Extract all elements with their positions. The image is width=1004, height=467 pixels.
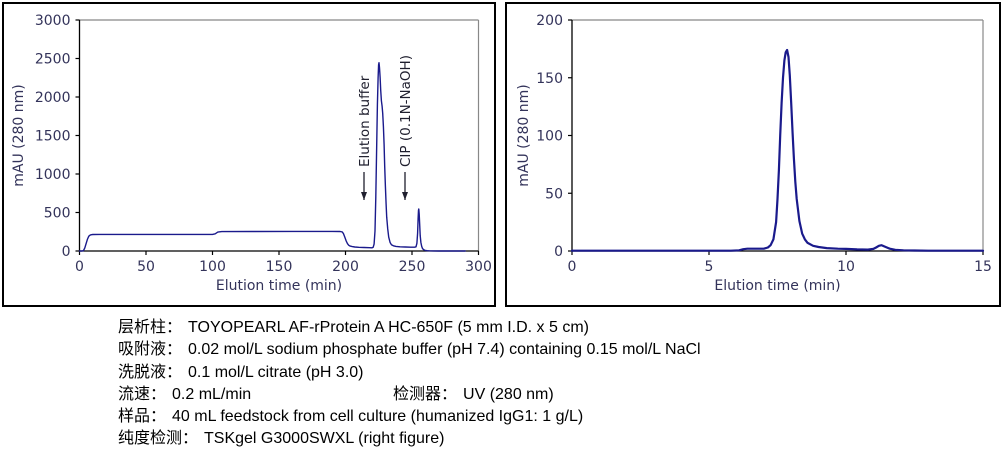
annotation-cip: CIP (0.1N-NaOH) [398, 55, 414, 200]
series-path [570, 48, 985, 252]
caption-label: 流速： [118, 385, 167, 403]
axes-layer: 0 50 100 150 200 0 5 10 15 [536, 13, 992, 275]
caption-label: 吸附液： [118, 341, 183, 359]
caption-line-elution-buffer: 洗脱液： 0.1 mol/L citrate (pH 3.0) [118, 362, 701, 384]
x-tick-label: 200 [332, 259, 359, 275]
caption-label: 层析柱： [118, 319, 183, 336]
caption-value: UV (280 nm) [463, 385, 554, 403]
y-tick-label: 0 [554, 244, 563, 260]
y-tick-label: 500 [44, 206, 71, 222]
caption-value: 0.02 mol/L sodium phosphate buffer (pH 7… [188, 341, 701, 359]
y-axis-title: mAU (280 nm) [516, 84, 532, 187]
caption-line-sample: 样品： 40 mL feedstock from cell culture (hu… [118, 406, 701, 428]
y-tick-label: 50 [545, 186, 563, 202]
x-tick-label: 50 [137, 259, 155, 275]
caption-detector-pair: 检测器： UV (280 nm) [393, 384, 554, 406]
x-tick-label: 0 [75, 259, 84, 275]
caption-line-purity-check: 纯度检测： TSKgel G3000SWXL (right figure) [118, 428, 701, 450]
caption-label: 纯度检测： [118, 430, 199, 448]
axes-layer: 0 500 1000 1500 2000 2500 3000 0 50 100 150 200 250 3… [35, 13, 492, 275]
caption-line-adsorption-buffer: 吸附液： 0.02 mol/L sodium phosphate buffer (… [118, 339, 701, 361]
conditions-caption: 层析柱： TOYOPEARL AF-rProtein A HC-650F (5 m… [118, 317, 701, 451]
caption-label: 样品： [118, 408, 167, 426]
caption-value: TOYOPEARL AF-rProtein A HC-650F (5 mm I.… [188, 319, 589, 336]
caption-value: 0.1 mol/L citrate (pH 3.0) [188, 363, 364, 381]
y-tick-label: 3000 [35, 13, 71, 29]
x-tick-label: 5 [705, 259, 714, 275]
caption-value: 40 mL feedstock from cell culture (human… [172, 408, 584, 426]
x-tick-label: 0 [568, 259, 577, 275]
x-tick-label: 150 [266, 259, 293, 275]
caption-line-column: 层析柱： TOYOPEARL AF-rProtein A HC-650F (5 m… [118, 317, 701, 339]
y-tick-label: 2000 [35, 90, 71, 106]
annotation-cip-label: CIP (0.1N-NaOH) [398, 55, 414, 167]
y-tick-label: 0 [62, 244, 71, 260]
left-chart-panel: 0 500 1000 1500 2000 2500 3000 0 50 100 150 200 250 3… [2, 2, 496, 307]
annotation-elution-buffer-label: Elution buffer [357, 75, 373, 167]
right-chart-panel: 0 50 100 150 200 0 5 10 15 mAU (280 nm) Elution … [505, 2, 1001, 307]
caption-label: 洗脱液： [118, 363, 183, 381]
x-tick-label: 10 [837, 259, 855, 275]
x-tick-label: 250 [399, 259, 426, 275]
y-tick-label: 1000 [35, 167, 71, 183]
series-path [78, 62, 466, 252]
left-chromatogram: 0 500 1000 1500 2000 2500 3000 0 50 100 150 200 250 3… [11, 13, 492, 294]
caption-value: TSKgel G3000SWXL (right figure) [204, 430, 445, 448]
caption-value: 0.2 mL/min [172, 385, 252, 403]
y-tick-label: 100 [536, 129, 563, 145]
y-tick-label: 2500 [35, 52, 71, 68]
x-tick-label: 300 [465, 259, 492, 275]
x-tick-label: 100 [199, 259, 226, 275]
x-axis-title: Elution time (min) [714, 278, 840, 294]
y-axis-title: mAU (280 nm) [11, 84, 27, 187]
x-tick-label: 15 [974, 259, 992, 275]
annotation-elution-buffer: Elution buffer [357, 75, 373, 200]
y-tick-label: 1500 [35, 129, 71, 145]
y-tick-label: 150 [536, 71, 563, 87]
y-tick-label: 200 [536, 13, 563, 29]
right-chromatogram: 0 50 100 150 200 0 5 10 15 mAU (280 nm) Elution … [516, 13, 992, 294]
caption-label: 检测器： [393, 385, 458, 403]
caption-line-flow-rate-detector: 流速： 0.2 mL/min 检测器： UV (280 nm) [118, 384, 701, 406]
x-axis-title: Elution time (min) [216, 278, 342, 294]
